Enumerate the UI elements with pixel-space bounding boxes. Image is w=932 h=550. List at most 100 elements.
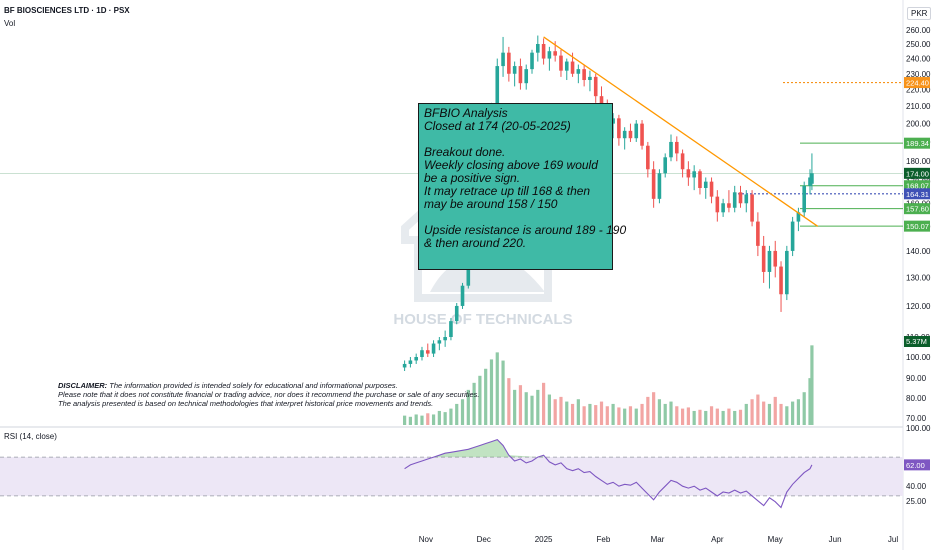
candle-body <box>779 266 783 295</box>
callout-line: may be around 158 / 150 <box>424 197 558 211</box>
volume-bar <box>437 410 441 425</box>
candle-body <box>721 203 725 213</box>
volume-bar <box>767 403 772 425</box>
volume-bar <box>553 399 557 425</box>
resistance-trendline <box>543 36 819 227</box>
volume-bar <box>628 406 633 425</box>
volume-bar <box>484 368 488 425</box>
rsi-overbought-fill <box>433 439 544 458</box>
volume-tick-label: 100.00 <box>906 353 931 362</box>
currency-badge[interactable]: PKR <box>907 7 932 20</box>
candle-body <box>727 203 731 208</box>
candle-body <box>449 321 453 337</box>
price-tick-label: 140.00 <box>906 247 931 256</box>
price-tick-label: 120.00 <box>906 302 931 311</box>
volume-bar <box>599 401 604 425</box>
candle-body <box>431 343 436 354</box>
volume-bar <box>785 406 789 425</box>
candle-body <box>559 55 563 71</box>
rsi-tag <box>904 459 930 471</box>
volume-bar <box>565 401 569 425</box>
candle-body <box>657 173 662 199</box>
vol-label[interactable]: Vol <box>4 19 16 28</box>
volume-bar <box>518 385 523 425</box>
candle-body <box>750 194 754 222</box>
time-tick-label: 2025 <box>535 535 553 544</box>
candle-body <box>501 52 505 67</box>
price-tag-label: 164.31 <box>906 190 929 199</box>
price-tick-label: 220.00 <box>906 86 931 95</box>
candle-body <box>732 192 737 208</box>
volume-bar <box>455 403 459 425</box>
volume-bar <box>547 394 551 425</box>
rsi-tick-label: 25.00 <box>906 497 927 506</box>
time-tick-label: Jul <box>888 535 898 544</box>
volume-bar <box>773 396 777 425</box>
candle-body <box>767 250 772 272</box>
candle-body <box>686 169 691 178</box>
volume-bar <box>663 403 667 425</box>
volume-bar <box>762 401 766 425</box>
volume-tag-label: 5.37M <box>906 337 927 346</box>
time-tick-label: Jun <box>829 535 842 544</box>
candle-body <box>414 357 418 361</box>
volume-bar <box>796 399 801 425</box>
candle-body <box>622 130 627 139</box>
candle-body <box>810 173 814 184</box>
rsi-label[interactable]: RSI (14, close) <box>4 432 57 441</box>
volume-tick-label: 90.00 <box>906 374 927 383</box>
volume-bar <box>513 389 517 425</box>
volume-bar <box>611 403 615 425</box>
candle-body <box>709 181 714 197</box>
candle-body <box>692 171 696 178</box>
callout-line: It may retrace up till 168 & then <box>424 184 591 198</box>
price-tag <box>904 203 930 215</box>
candle-body <box>761 245 766 272</box>
candle-body <box>756 221 760 246</box>
volume-bar <box>640 403 644 425</box>
volume-bar <box>617 407 621 425</box>
volume-bar <box>791 401 795 425</box>
volume-bar <box>570 403 575 425</box>
volume-bar <box>623 408 627 425</box>
price-tag-label: 157.60 <box>906 205 929 214</box>
price-tag <box>904 220 930 232</box>
disclaimer-line: The information provided is intended sol… <box>109 381 398 390</box>
volume-bar <box>779 403 783 425</box>
candle-body <box>593 76 598 97</box>
volume-bar <box>489 359 494 425</box>
time-tick-label: Apr <box>711 535 724 544</box>
candle-body <box>518 66 523 84</box>
callout-line: be a positive sign. <box>424 171 521 185</box>
volume-bar <box>536 389 540 425</box>
volume-bar <box>524 392 528 425</box>
rsi-tick-label: 40.00 <box>906 482 927 491</box>
volume-bar <box>698 409 702 425</box>
candle-body <box>785 250 789 295</box>
time-tick-label: Nov <box>419 535 433 544</box>
candle-body <box>646 145 650 170</box>
price-tag-label: 150.07 <box>906 222 929 231</box>
symbol-title[interactable]: BF BIOSCIENCES LTD · 1D · PSX <box>4 6 130 15</box>
volume-bar <box>408 416 412 425</box>
candle-body <box>460 285 465 306</box>
volume-bar <box>559 396 563 425</box>
price-tag <box>904 180 930 192</box>
volume-bar <box>472 382 476 425</box>
volume-bar <box>530 395 534 425</box>
analysis-callout[interactable]: BFBIO Analysis Closed at 174 (20-05-2025… <box>418 103 626 270</box>
price-tick-label: 260.00 <box>906 26 931 35</box>
volume-bar <box>733 410 737 425</box>
candle-body <box>744 194 749 204</box>
price-tag <box>904 167 930 179</box>
volume-bars <box>403 345 814 425</box>
candle-body <box>425 350 430 354</box>
axes: 260.00 250.00 240.00 230.00 220.00 210.00 200.… <box>419 26 931 544</box>
candle-body <box>669 141 673 158</box>
volume-bar <box>669 401 673 425</box>
volume-bar <box>709 406 714 425</box>
rsi-tag-label: 62.00 <box>906 461 925 470</box>
volume-bar <box>715 408 719 425</box>
candle-body <box>617 118 621 139</box>
